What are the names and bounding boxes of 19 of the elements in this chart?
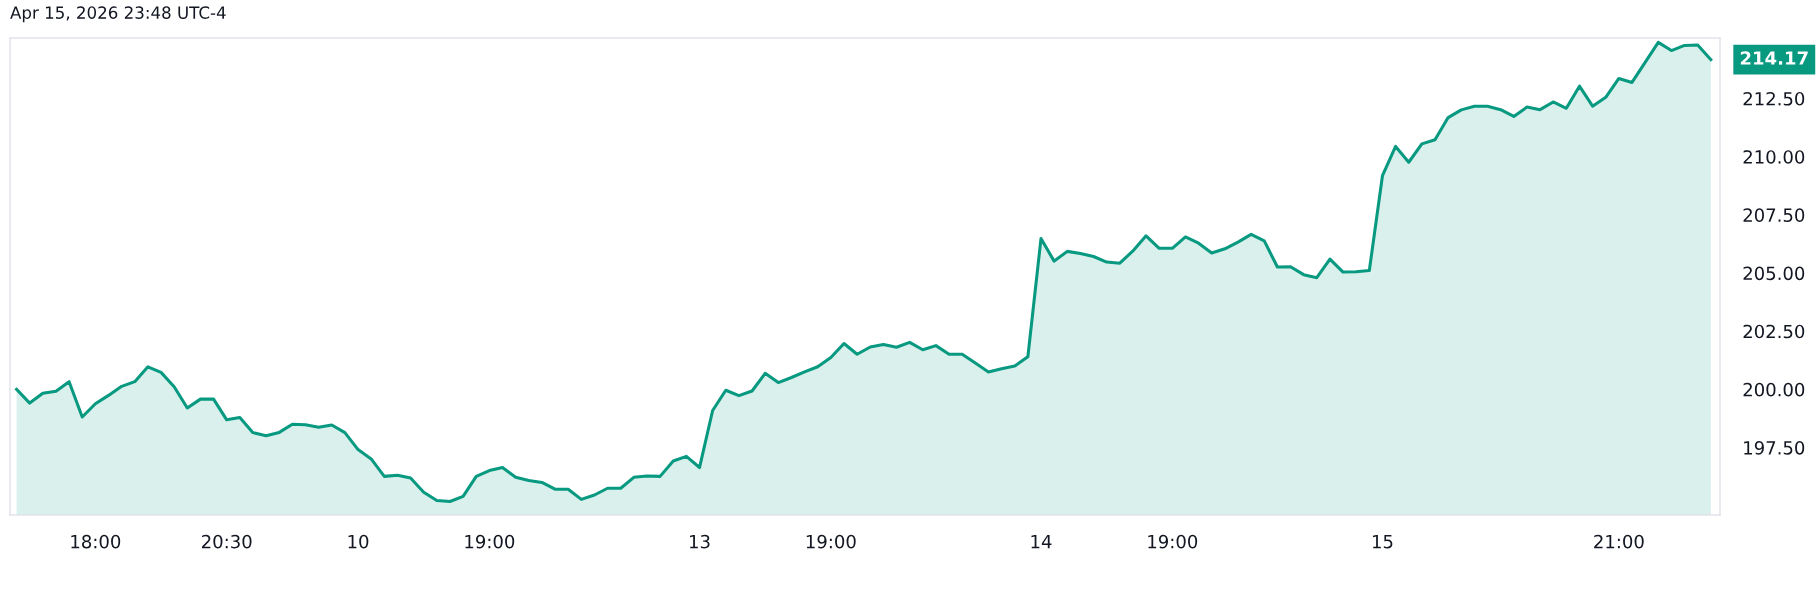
x-tick-label: 21:00	[1594, 534, 1644, 549]
text: 214.17	[1740, 51, 1808, 65]
y-tick-label: 202.50	[1743, 324, 1805, 339]
x-tick-label: 19:00	[806, 534, 856, 549]
y-tick-label: 200.00	[1743, 382, 1805, 397]
y-tick-label: 197.50	[1744, 440, 1805, 455]
y-tick-label: 205.00	[1743, 266, 1805, 281]
x-tick-label: 13	[690, 534, 710, 549]
y-tick-label: 207.50	[1743, 208, 1805, 222]
y-tick-label: 210.00	[1743, 150, 1805, 164]
x-tick-label: 19:00	[465, 534, 515, 549]
chart-title: Apr 15, 2026 23:48 UTC-4	[10, 6, 226, 23]
x-tick-label: 20:30	[202, 534, 252, 549]
x-tick-label: 14	[1031, 535, 1052, 549]
x-tick-label: 15	[1372, 535, 1393, 549]
x-tick-label: 18:00	[71, 534, 121, 549]
x-tick-label: 19:00	[1148, 534, 1198, 549]
x-tick-label: 10	[348, 534, 369, 549]
y-tick-label: 212.50	[1743, 91, 1805, 106]
